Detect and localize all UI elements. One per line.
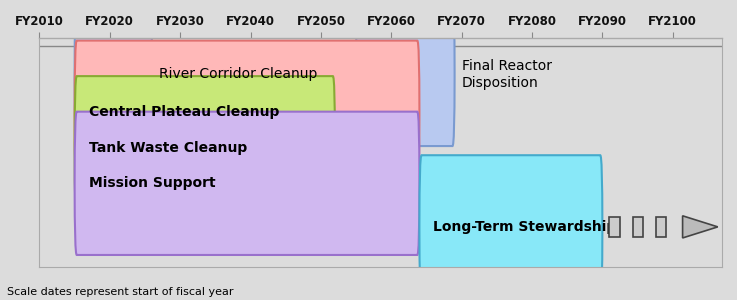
Bar bbox=[656, 217, 666, 237]
Text: Long-Term Stewardship: Long-Term Stewardship bbox=[433, 220, 617, 234]
FancyBboxPatch shape bbox=[356, 3, 455, 146]
Bar bbox=[609, 217, 620, 237]
Text: Final Reactor
Disposition: Final Reactor Disposition bbox=[461, 59, 551, 89]
FancyBboxPatch shape bbox=[74, 112, 419, 255]
FancyBboxPatch shape bbox=[74, 3, 152, 146]
FancyBboxPatch shape bbox=[74, 40, 419, 184]
Text: Central Plateau Cleanup: Central Plateau Cleanup bbox=[88, 105, 279, 119]
Text: River Corridor Cleanup: River Corridor Cleanup bbox=[159, 68, 318, 81]
Text: Mission Support: Mission Support bbox=[88, 176, 215, 190]
FancyBboxPatch shape bbox=[419, 155, 602, 298]
Bar bbox=[632, 217, 643, 237]
Text: Scale dates represent start of fiscal year: Scale dates represent start of fiscal ye… bbox=[7, 287, 234, 297]
FancyBboxPatch shape bbox=[74, 76, 335, 219]
Text: Tank Waste Cleanup: Tank Waste Cleanup bbox=[88, 141, 247, 155]
Polygon shape bbox=[682, 216, 718, 238]
